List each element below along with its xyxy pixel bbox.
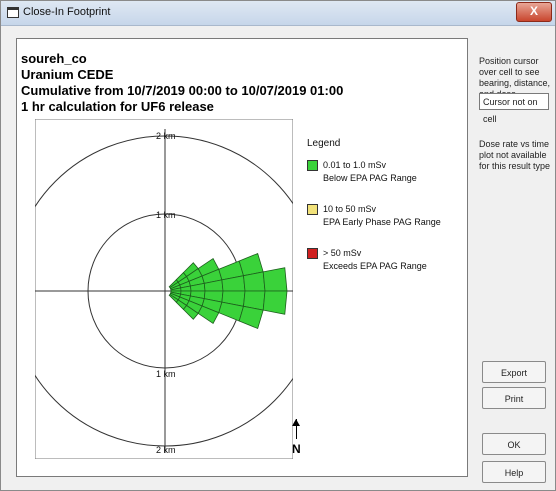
plume-cell[interactable] — [197, 305, 220, 324]
cursor-status-field: Cursor not on cell — [479, 93, 549, 124]
legend-swatch-red — [307, 248, 318, 259]
plume-cell[interactable] — [243, 271, 266, 292]
plume-cell[interactable] — [182, 304, 199, 320]
window-icon — [7, 7, 19, 18]
legend-item-low: 0.01 to 1.0 mSv Below EPA PAG Range — [307, 159, 441, 189]
calculation-info: 1 hr calculation for UF6 release — [21, 99, 214, 114]
footprint-svg[interactable]: 2 km 1 km 1 km 2 km — [35, 119, 293, 459]
legend-swatch-yellow — [307, 204, 318, 215]
legend-range: > 50 mSv — [323, 248, 362, 258]
plume-cell[interactable] — [262, 290, 288, 315]
footprint-plot[interactable]: 2 km 1 km 1 km 2 km — [35, 119, 293, 459]
legend-item-high: > 50 mSv Exceeds EPA PAG Range — [307, 247, 441, 277]
material-name: Uranium CEDE — [21, 67, 114, 82]
ok-button[interactable]: OK — [482, 433, 546, 455]
time-range: Cumulative from 10/7/2019 00:00 to 10/07… — [21, 83, 344, 98]
legend-item-mid: 10 to 50 mSv EPA Early Phase PAG Range — [307, 203, 441, 233]
north-arrow-icon — [292, 419, 300, 439]
dose-plot-note: Dose rate vs time plot not available for… — [479, 139, 551, 171]
ring-label-inner-top: 1 km — [156, 210, 176, 220]
ring-label-outer-bottom: 2 km — [156, 445, 176, 455]
legend-title: Legend — [307, 138, 341, 149]
legend-range: 0.01 to 1.0 mSv — [323, 160, 387, 170]
window-title: Close-In Footprint — [23, 6, 111, 18]
export-button[interactable]: Export — [482, 361, 546, 383]
legend-swatch-green — [307, 160, 318, 171]
close-button[interactable]: X — [516, 2, 552, 22]
plume-cell[interactable] — [262, 267, 288, 292]
legend-desc: EPA Early Phase PAG Range — [323, 217, 441, 227]
print-button[interactable]: Print — [482, 387, 546, 409]
legend-desc: Exceeds EPA PAG Range — [323, 261, 427, 271]
ring-label-outer-top: 2 km — [156, 131, 176, 141]
plume-cell[interactable] — [238, 305, 264, 330]
title-bar[interactable]: Close-In Footprint X — [1, 1, 555, 26]
location-name: soureh_co — [21, 51, 87, 66]
ring-label-inner-bottom: 1 km — [156, 369, 176, 379]
legend-range: 10 to 50 mSv — [323, 204, 377, 214]
north-label: N — [292, 442, 301, 456]
legend: Legend 0.01 to 1.0 mSv Below EPA PAG Ran… — [307, 138, 441, 291]
legend-desc: Below EPA PAG Range — [323, 173, 417, 183]
help-button[interactable]: Help — [482, 461, 546, 483]
plume-footprint — [168, 252, 288, 330]
